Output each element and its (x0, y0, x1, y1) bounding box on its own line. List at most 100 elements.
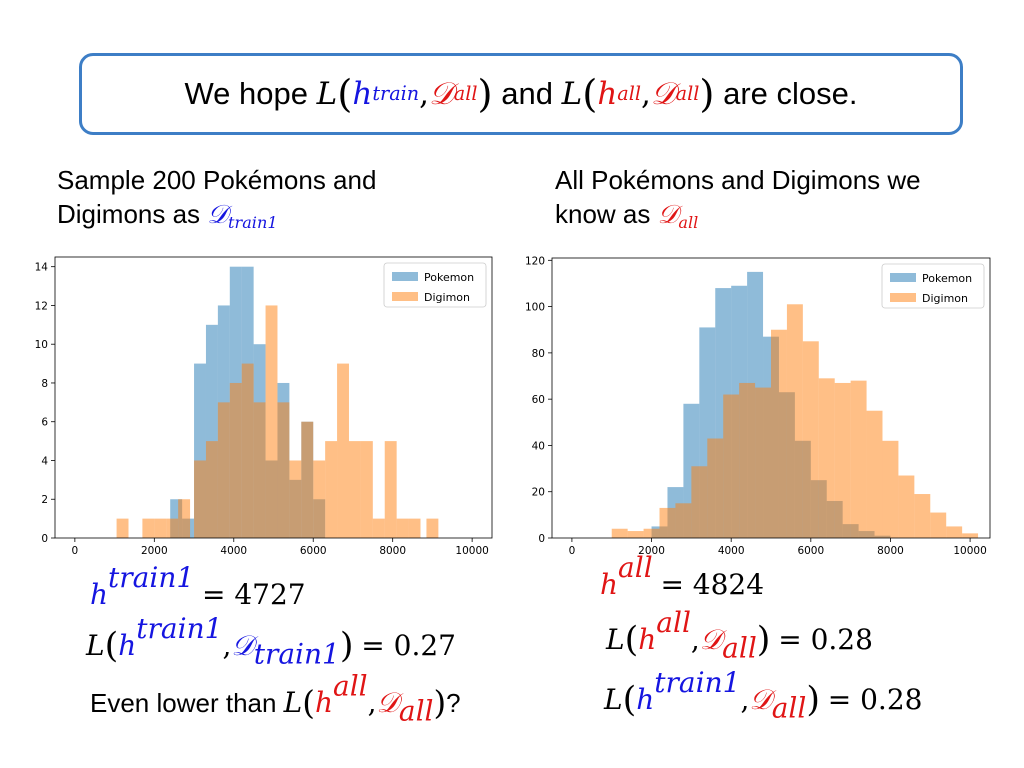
h-symbol: h (638, 622, 657, 656)
x-tick-label: 8000 (379, 545, 406, 557)
all-superscript: all (333, 669, 368, 703)
h-symbol: h (90, 578, 109, 611)
train1-superscript: train1 (136, 612, 223, 646)
y-tick-label: 0 (41, 533, 48, 545)
h-symbol: h (118, 628, 137, 662)
x-tick-label: 2000 (141, 545, 168, 557)
digimon-bar (337, 363, 349, 538)
digimon-bar (205, 441, 218, 538)
h-train1-equation: htrain1 = 4727 (90, 564, 306, 611)
x-tick-label: 6000 (797, 545, 824, 557)
headline-suffix: are close. (714, 76, 858, 111)
d-train1-subscript: train1 (228, 212, 278, 232)
h-train1-value: = 4727 (201, 578, 306, 611)
train1-superscript: train1 (654, 666, 741, 700)
right-caption-line2: know as 𝒟all (555, 197, 921, 232)
right-caption: All Pokémons and Digimons we know as 𝒟al… (555, 163, 921, 232)
dataset-symbol: 𝒟 (231, 628, 254, 662)
h-symbol-2: h (597, 76, 618, 112)
digimon-bar (241, 363, 254, 538)
digimon-bar (723, 394, 740, 538)
y-tick-label: 120 (525, 255, 545, 267)
right-caption-text: know as (555, 199, 658, 229)
digimon-bar (882, 440, 899, 538)
digimon-bar (834, 382, 851, 538)
right-caption-line1: All Pokémons and Digimons we (555, 165, 921, 195)
y-tick-label: 14 (35, 262, 49, 274)
y-tick-label: 80 (532, 348, 545, 360)
open-paren-2: ( (582, 71, 598, 117)
x-tick-label: 10000 (455, 545, 488, 557)
comma: , (367, 686, 377, 720)
y-tick-label: 100 (525, 302, 545, 314)
digimon-bar (142, 518, 155, 538)
x-tick-label: 2000 (638, 545, 665, 557)
digimon-bar (229, 382, 242, 538)
h-symbol: h (636, 682, 655, 716)
y-tick-label: 12 (35, 300, 48, 312)
pokemon-bar (194, 363, 206, 538)
digimon-bar (408, 518, 421, 538)
legend-label-digimon: Digimon (424, 291, 470, 304)
digimon-bar (627, 531, 644, 538)
loss-symbol: L (316, 76, 338, 112)
x-tick-label: 4000 (718, 545, 745, 557)
open-paren: ( (622, 680, 637, 720)
all-subscript: all (771, 691, 807, 725)
y-tick-label: 20 (532, 487, 545, 499)
digimon-bar (611, 528, 628, 538)
comma: , (222, 628, 232, 662)
digimon-bar (194, 460, 206, 538)
digimon-bar (962, 533, 979, 538)
y-tick-label: 8 (41, 378, 48, 390)
y-tick-label: 0 (538, 533, 545, 545)
left-caption-line1: Sample 200 Pokémons and (57, 165, 377, 195)
y-tick-label: 2 (41, 494, 48, 506)
digimon-bar (659, 507, 676, 538)
d-train1-symbol: 𝒟 (207, 200, 229, 230)
digimon-bar (325, 441, 338, 538)
digimon-bar (818, 378, 835, 538)
loss-train1-equation: L(htrain1,𝒟train1) = 0.27 (86, 615, 456, 668)
digimon-bar (116, 518, 129, 538)
digimon-bar (289, 460, 302, 538)
digimon-bar (426, 518, 439, 538)
y-tick-label: 4 (41, 455, 48, 467)
loss-train1-all-equation: L(htrain1,𝒟all) = 0.28 (604, 669, 922, 722)
digimon-bar (217, 402, 230, 538)
question-line: Even lower than L(hall,𝒟all)? (90, 672, 461, 725)
digimon-bar (691, 466, 708, 538)
digimon-bar (707, 438, 724, 538)
open-paren: ( (624, 620, 639, 660)
y-tick-label: 6 (41, 417, 48, 429)
x-tick-label: 0 (72, 545, 79, 557)
legend: Pokemon Digimon (881, 263, 985, 309)
d-all-symbol: 𝒟 (657, 200, 679, 230)
digimon-bar (914, 494, 931, 538)
close-paren: ) (756, 620, 771, 660)
digimon-bar (301, 421, 314, 538)
loss-symbol: L (604, 682, 623, 716)
legend-label-digimon: Digimon (922, 292, 968, 305)
loss-symbol: L (283, 686, 303, 720)
dataset-symbol: 𝒟 (376, 686, 399, 720)
digimon-bar (850, 380, 867, 538)
left-caption: Sample 200 Pokémons and Digimons as 𝒟tra… (57, 163, 376, 232)
comma: , (419, 76, 430, 112)
loss-symbol-2: L (561, 76, 583, 112)
digimon-bar (372, 518, 385, 538)
loss-symbol: L (606, 622, 625, 656)
train1-superscript: train1 (108, 561, 195, 595)
digimon-bar (396, 518, 409, 538)
pokemon-bar (205, 324, 218, 538)
digimon-bar (930, 512, 947, 538)
h-all-equation: hall = 4824 (600, 554, 764, 601)
legend: Pokemon Digimon (383, 262, 487, 308)
close-paren: ) (477, 71, 493, 117)
train1-subscript: train1 (253, 637, 340, 671)
open-paren: ( (302, 684, 315, 722)
legend-label-pokemon: Pokemon (424, 271, 474, 284)
dataset-symbol: 𝒟 (429, 75, 454, 112)
all-superscript: all (656, 606, 691, 640)
digimon-bar (360, 441, 373, 538)
